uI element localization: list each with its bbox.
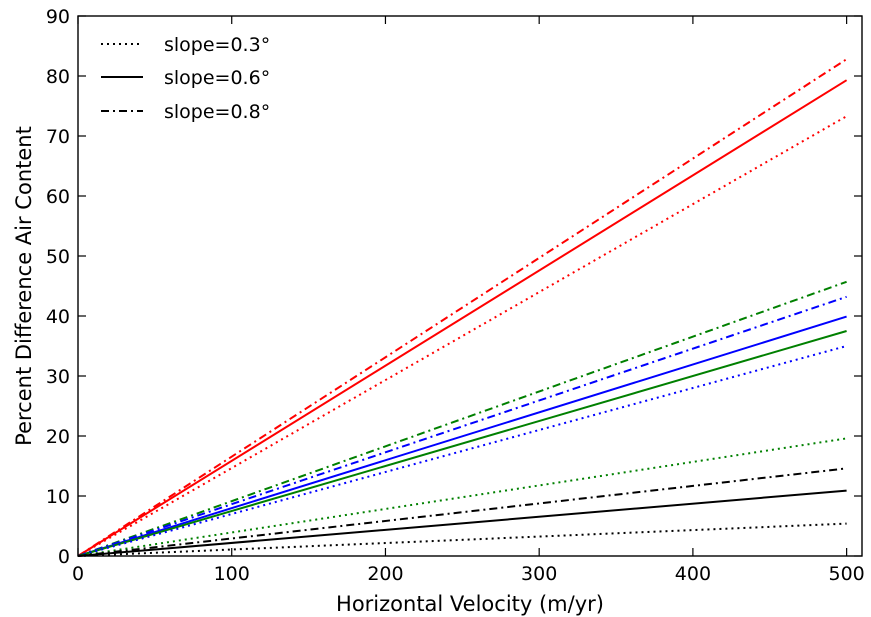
legend-label: slope=0.6° [164,67,270,89]
series-line-green-dashdot [77,280,847,557]
y-tick-label: 50 [46,246,70,268]
y-tick-label: 70 [46,126,70,148]
y-axis-label: Percent Difference Air Content [12,126,36,446]
x-tick-label: 200 [367,563,403,585]
x-tick-label: 0 [72,563,84,585]
series-line-blue-solid [77,315,847,557]
y-tick-label: 90 [46,6,70,28]
plot-frame [77,15,863,557]
x-axis-label: Horizontal Velocity (m/yr) [336,592,604,616]
legend-label: slope=0.3° [164,34,270,56]
x-tick-label: 400 [675,563,711,585]
y-tick-label: 10 [46,486,70,508]
x-tick-label: 100 [214,563,250,585]
tick-layer: 0 100 200 300 400 500 0 10 20 30 40 50 60 70 80 90 [46,6,865,585]
series-line-blue-dashdot [77,295,847,557]
series-line-blue-dotted [77,345,847,557]
series-layer [77,58,848,557]
y-tick-label: 30 [46,366,70,388]
x-tick-label: 500 [828,563,864,585]
y-tick-label: 80 [46,66,70,88]
series-line-red-dashdot [77,58,848,557]
series-line-red-solid [77,79,848,557]
legend-label: slope=0.8° [164,101,270,123]
series-line-black-dashdot [77,467,847,557]
x-tick-label: 300 [521,563,557,585]
y-tick-label: 20 [46,426,70,448]
y-tick-label: 40 [46,306,70,328]
series-line-green-dotted [77,437,847,557]
legend: slope=0.3° slope=0.6° slope=0.8° [101,34,270,123]
y-tick-label: 0 [58,546,70,568]
series-line-black-solid [77,489,847,557]
series-line-black-dotted [77,522,847,557]
y-tick-label: 60 [46,186,70,208]
series-line-green-solid [77,330,847,557]
